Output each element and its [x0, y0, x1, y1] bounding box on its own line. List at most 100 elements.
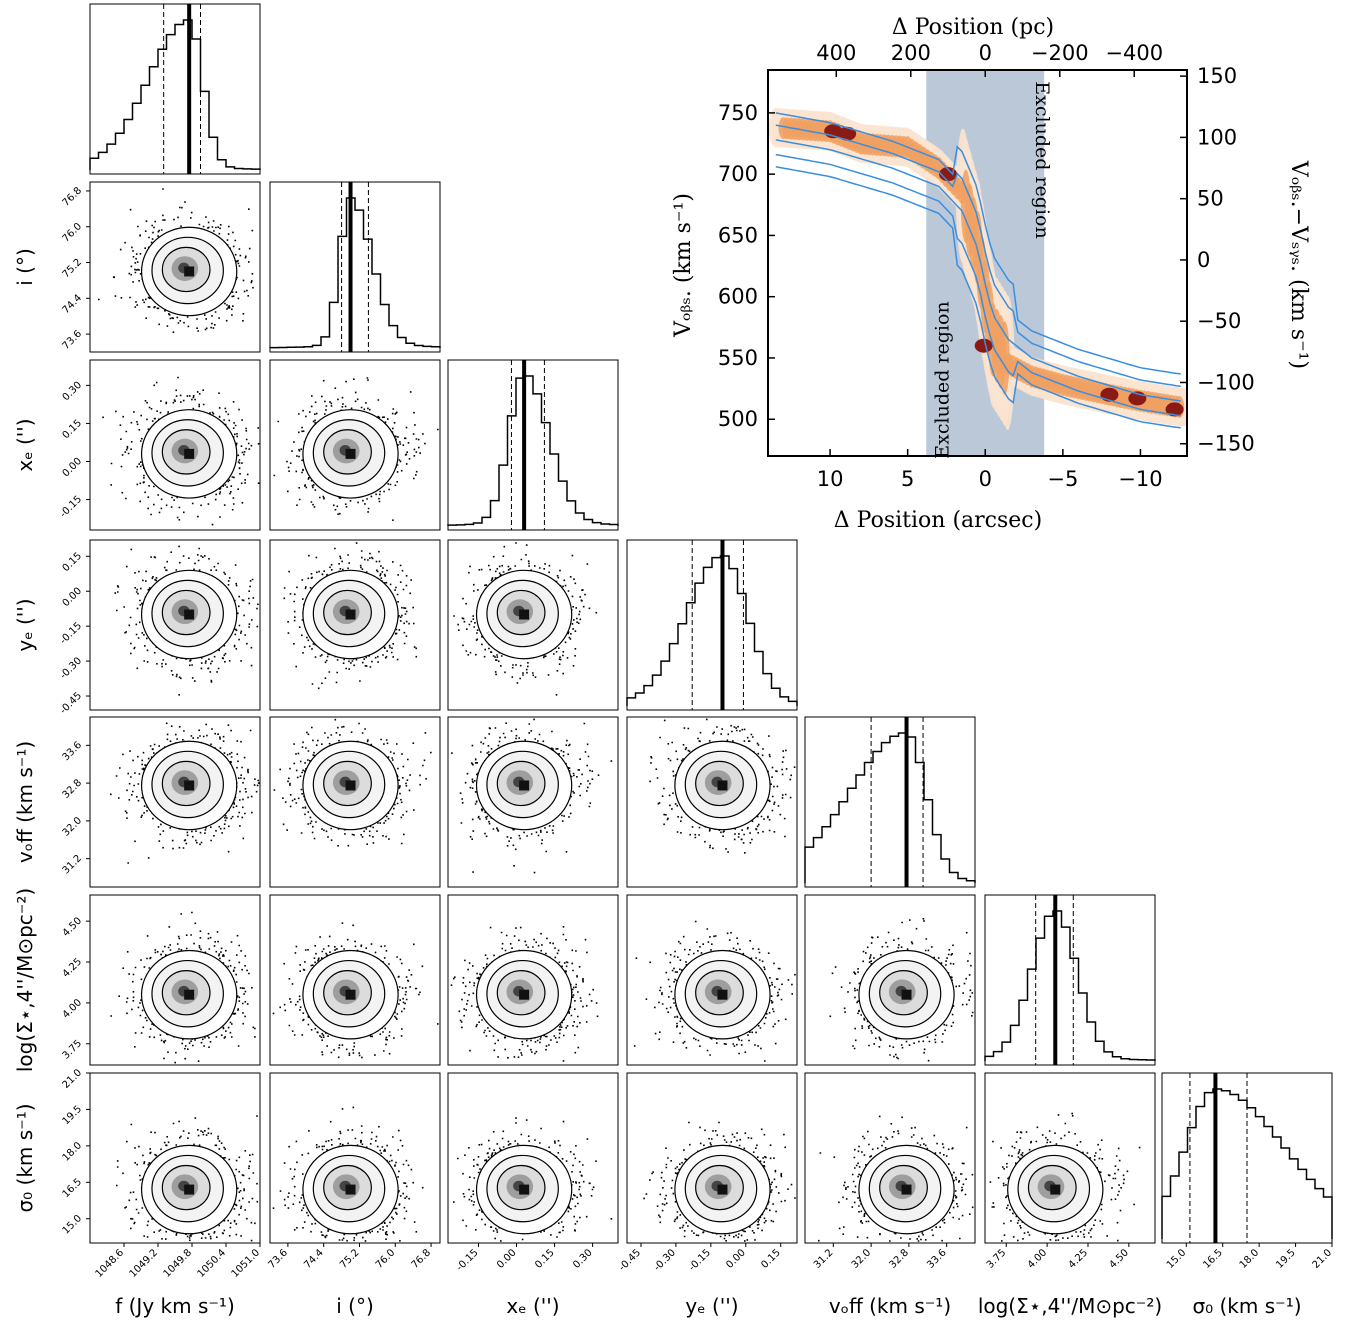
histogram-sigma0 [1161, 1072, 1333, 1244]
panel-frame [89, 3, 261, 175]
x-tick-label: 15.0 [1165, 1247, 1189, 1271]
pv-left-tick-label: 500 [718, 407, 758, 431]
x-tick-label: 0.15 [533, 1247, 557, 1271]
density-peak [519, 1184, 530, 1195]
scatter-panel-f-y_c [89, 539, 261, 711]
pv-frame [767, 69, 1188, 457]
model-contour [775, 153, 1181, 417]
y-tick-label: -0.45 [58, 690, 84, 716]
histogram-x_c [447, 359, 619, 531]
x-tick-label: 31.2 [812, 1247, 836, 1271]
x-axis-label: vₒff (km s⁻¹) [829, 1294, 951, 1318]
histogram-steps [626, 555, 798, 706]
pv-left-tick-label: 600 [718, 285, 758, 309]
y-tick-label: 0.30 [61, 380, 85, 404]
model-contour [775, 166, 1181, 429]
density-peak [519, 609, 530, 620]
x-tick-label: 75.2 [338, 1247, 362, 1271]
x-tick-label: 1051.0 [230, 1247, 263, 1280]
x-tick-label: 0.30 [571, 1247, 595, 1271]
histogram-y_c [626, 539, 798, 711]
scatter-panel-f-v_off [89, 716, 261, 888]
y-tick-label: 4.00 [61, 997, 85, 1021]
x-tick-label: 1049.2 [128, 1247, 161, 1280]
model-contour [775, 139, 1181, 402]
y-tick-label: 31.2 [61, 853, 85, 877]
x-axis-label: xₑ ('') [506, 1294, 559, 1318]
y-tick-label: 3.75 [61, 1038, 85, 1062]
x-axis-label: σ₀ (km s⁻¹) [1192, 1294, 1301, 1318]
y-tick-label: 75.2 [61, 257, 85, 281]
x-tick-label: 16.5 [1201, 1247, 1225, 1271]
model-contour [775, 124, 1181, 387]
y-tick-label: 74.4 [61, 293, 85, 317]
y-axis-label: yₑ ('') [13, 598, 37, 651]
scatter-panel-x_c-sigma0 [447, 1072, 619, 1244]
pv-y-label-right: Vₒᵦₛ.−Vₛᵧₛ. (km s⁻¹) [1286, 160, 1311, 369]
density-peak [184, 780, 195, 791]
pv-right-tick-label: 150 [1197, 64, 1237, 88]
x-tick-label: 0.00 [724, 1247, 748, 1271]
density-peak [345, 989, 356, 1000]
y-tick-label: 73.6 [61, 328, 85, 352]
y-tick-label: 76.8 [61, 185, 85, 209]
y-tick-label: 19.5 [61, 1104, 85, 1128]
y-axis-label: log(Σ⋆,4''/M⊙pc⁻²) [13, 888, 37, 1072]
density-peak [345, 1184, 356, 1195]
pv-top-tick-label: 0 [979, 41, 992, 65]
scatter-points [451, 718, 613, 874]
x-tick-label: 76.8 [410, 1247, 434, 1271]
y-tick-label: 15.0 [61, 1213, 85, 1237]
scatter-panel-i-y_c [269, 539, 441, 711]
x-tick-label: 4.50 [1107, 1247, 1131, 1271]
scatter-points [98, 188, 254, 333]
scatter-panel-v_off-sigma0 [804, 1072, 976, 1244]
y-tick-label: 18.0 [61, 1140, 85, 1164]
y-tick-label: 32.0 [61, 815, 85, 839]
y-tick-label: 33.6 [61, 740, 85, 764]
x-tick-label: -0.45 [617, 1247, 643, 1273]
x-tick-label: 3.75 [985, 1247, 1009, 1271]
y-tick-label: 0.00 [61, 586, 85, 610]
x-axis-label: i (°) [336, 1294, 374, 1318]
scatter-panel-f-sigma0 [89, 1072, 261, 1244]
x-tick-label: -0.15 [687, 1247, 713, 1273]
y-tick-label: 0.15 [61, 551, 85, 575]
pv-bottom-tick-label: −10 [1118, 467, 1162, 491]
scatter-points [110, 911, 256, 1064]
panel-frame [804, 716, 976, 888]
scatter-panel-y_c-v_off [626, 716, 798, 888]
x-axis-label: yₑ ('') [685, 1294, 738, 1318]
pv-right-tick-label: −50 [1197, 309, 1241, 333]
density-peak [345, 609, 356, 620]
scatter-panel-logSigma-sigma0 [984, 1072, 1156, 1244]
y-tick-label: 32.8 [61, 777, 85, 801]
x-tick-label: 33.6 [925, 1247, 949, 1271]
histogram-steps [804, 732, 976, 883]
scatter-panel-f-logSigma [89, 894, 261, 1066]
emission-peak [974, 338, 993, 353]
density-peak [345, 780, 356, 791]
panel-frame [984, 894, 1156, 1066]
scatter-panel-y_c-logSigma [626, 894, 798, 1066]
scatter-panel-i-logSigma [269, 894, 441, 1066]
pv-x-label-top: Δ Position (pc) [892, 15, 1054, 40]
excluded-label-right: Excluded region [1031, 81, 1053, 238]
density-peak [184, 1184, 195, 1195]
pv-bottom-tick-label: 5 [901, 467, 914, 491]
x-tick-label: 19.5 [1274, 1247, 1298, 1271]
pv-top-tick-label: −200 [1031, 41, 1089, 65]
y-axis-label: xₑ ('') [13, 418, 37, 471]
pv-plot-area [768, 70, 1187, 456]
histogram-logSigma [984, 894, 1156, 1066]
pv-top-tick-label: 200 [891, 41, 931, 65]
panel-frame [447, 359, 619, 531]
scatter-panel-y_c-sigma0 [626, 1072, 798, 1244]
x-tick-label: 4.00 [1026, 1247, 1050, 1271]
x-tick-label: 73.6 [266, 1247, 290, 1271]
x-tick-label: 0.00 [495, 1247, 519, 1271]
y-axis-label: i (°) [13, 248, 37, 286]
pv-bottom-tick-label: 0 [979, 467, 992, 491]
scatter-panel-i-v_off [269, 716, 441, 888]
